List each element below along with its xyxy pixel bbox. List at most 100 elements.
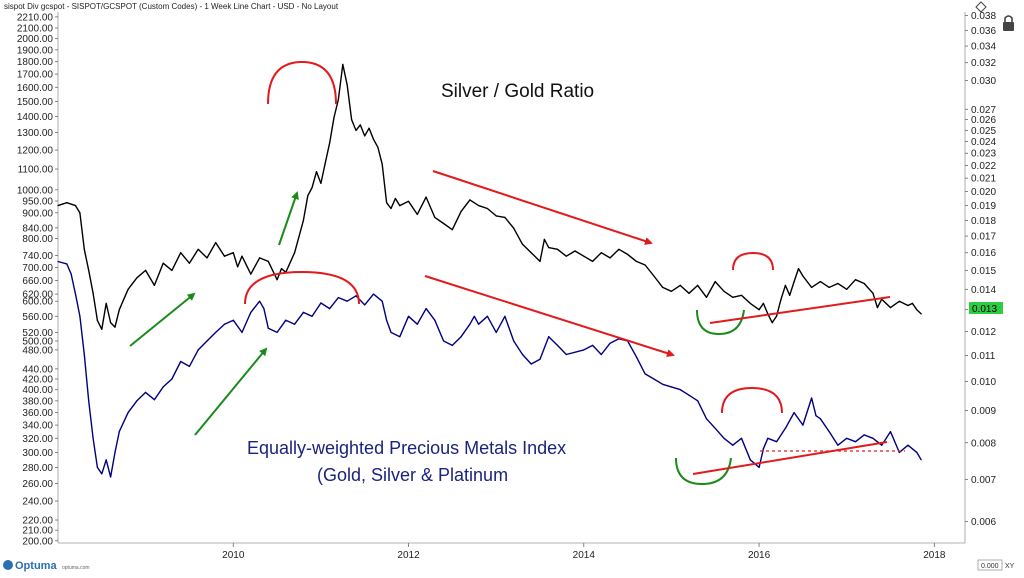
index-label-line2: (Gold, Silver & Platinum	[317, 465, 508, 485]
index-data-point	[92, 437, 94, 439]
index-data-point	[854, 441, 857, 443]
left-tick-label: 2000.00	[17, 34, 54, 45]
right-tick-label: 0.023	[971, 149, 996, 160]
right-tick-label: 0.025	[971, 126, 996, 137]
index-data-point	[530, 363, 532, 365]
diamond-icon[interactable]	[975, 1, 987, 13]
ratio-data-point	[359, 124, 361, 126]
ratio-data-point	[565, 255, 567, 257]
lock-icon[interactable]	[1003, 15, 1014, 31]
index-data-point	[478, 323, 480, 325]
ratio-data-point	[854, 279, 857, 281]
index-data-point	[267, 327, 269, 329]
index-data-point	[263, 308, 265, 310]
ratio-data-point	[79, 212, 81, 214]
index-data-point	[105, 459, 107, 461]
left-tick-label: 360.00	[22, 408, 53, 419]
ratio-data-point	[771, 322, 773, 324]
left-tick-label: 660.00	[22, 276, 53, 287]
ratio-data-point	[66, 202, 68, 204]
ratio-data-point	[232, 252, 234, 254]
index-peak-arc	[244, 270, 360, 305]
ratio-data-point	[802, 275, 804, 277]
left-tick-label: 480.00	[22, 345, 53, 356]
index-data-point	[206, 340, 208, 342]
right-tick-label: 0.022	[971, 161, 996, 172]
ratio-data-point	[434, 216, 436, 218]
index-data-point	[548, 336, 550, 338]
left-tick-label: 380.00	[22, 396, 53, 407]
index-data-point	[784, 427, 787, 429]
right-tick-label: 0.038	[971, 11, 996, 22]
ratio-data-point	[478, 205, 480, 207]
left-tick-label: 440.00	[22, 364, 53, 375]
ratio-data-point	[394, 197, 396, 200]
index-label-line1: Equally-weighted Precious Metals Index	[247, 438, 566, 458]
left-tick-label: 2100.00	[17, 24, 54, 35]
ratio-data-point	[171, 269, 173, 271]
ratio-support-line	[709, 296, 891, 324]
index-data-point	[96, 466, 98, 468]
ratio-data-point	[294, 252, 296, 254]
ratio-data-point	[911, 302, 914, 304]
left-tick-label: 280.00	[22, 463, 53, 474]
ratio-data-point	[114, 326, 116, 328]
index-data-point	[232, 319, 234, 321]
left-tick-label: 800.00	[22, 234, 53, 245]
right-tick-label: 0.030	[971, 76, 996, 87]
index-data-point	[846, 437, 848, 439]
ratio-data-point	[846, 288, 848, 290]
ratio-data-point	[705, 296, 708, 298]
ratio-data-point	[329, 142, 331, 144]
last-value-badge	[969, 302, 1003, 314]
index-data-point	[793, 412, 795, 414]
index-data-point	[74, 293, 77, 295]
index-data-point	[837, 444, 839, 446]
ratio-cup-arc	[696, 309, 745, 336]
ratio-data-point	[600, 252, 602, 254]
index-data-point	[416, 323, 418, 325]
ratio-data-point	[784, 284, 787, 286]
ratio-data-point	[355, 129, 357, 131]
ratio-data-point	[907, 304, 909, 307]
left-tick-label: 700.00	[22, 263, 53, 274]
index-data-point	[916, 451, 918, 453]
right-tick-label: 0.032	[971, 58, 996, 69]
index-data-point	[907, 444, 909, 446]
left-tick-label: 900.00	[22, 208, 53, 219]
ratio-data-point	[315, 171, 318, 173]
ratio-data-point	[105, 302, 107, 304]
ratio-data-point	[670, 290, 673, 292]
ratio-data-point	[88, 269, 90, 271]
left-tick-label: 740.00	[22, 251, 53, 262]
ratio-data-point	[443, 222, 445, 225]
index-data-point	[679, 389, 681, 391]
ratio-data-point	[592, 260, 594, 262]
ratio-data-point	[916, 309, 918, 311]
ratio-data-point	[495, 215, 497, 217]
ratio-data-point	[548, 247, 550, 249]
ratio-data-point	[237, 266, 239, 268]
index-support-line	[692, 441, 888, 475]
index-data-point	[521, 353, 524, 356]
ratio-data-point	[364, 135, 366, 137]
right-tick-label: 0.015	[971, 266, 996, 277]
index-data-point	[697, 400, 699, 402]
left-tick-label: 400.00	[22, 385, 53, 396]
index-data-point	[819, 418, 822, 420]
index-data-point	[162, 386, 164, 388]
optuma-logo: Optuma optuma.com	[3, 560, 90, 572]
ratio-uptrend-arrow	[129, 292, 196, 347]
right-tick-label: 0.010	[971, 377, 996, 388]
index-data-point	[294, 323, 296, 325]
left-tick-label: 320.00	[22, 434, 53, 445]
index-data-point	[425, 308, 427, 310]
index-data-point	[407, 315, 410, 317]
ratio-data-point	[732, 296, 734, 298]
ratio-data-point	[311, 186, 313, 189]
index-data-point	[920, 459, 922, 461]
xy-readout-box[interactable]	[977, 559, 1003, 571]
index-data-point	[337, 297, 339, 299]
